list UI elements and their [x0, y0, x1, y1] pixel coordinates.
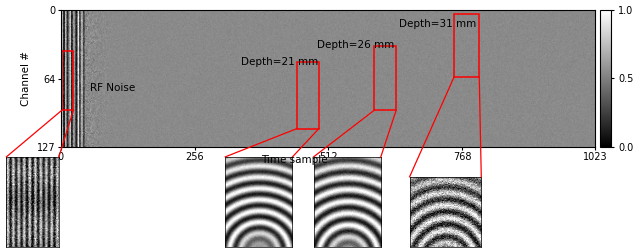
Bar [297, 62, 319, 128]
Bar [374, 46, 396, 110]
Bar [62, 51, 74, 110]
Text: Time sample: Time sample [261, 155, 328, 165]
Text: Depth=31 mm: Depth=31 mm [399, 19, 477, 29]
Y-axis label: Channel #: Channel # [21, 51, 31, 106]
Text: RF Noise: RF Noise [90, 83, 135, 93]
Bar [454, 14, 479, 77]
Text: Depth=21 mm: Depth=21 mm [241, 58, 318, 67]
Text: Depth=26 mm: Depth=26 mm [317, 40, 394, 50]
